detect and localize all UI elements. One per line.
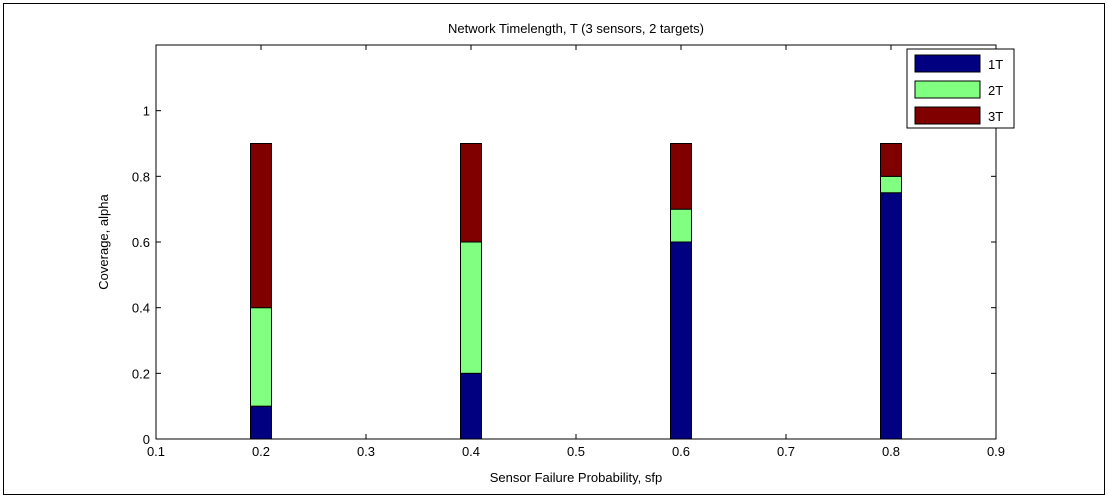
- y-tick-label: 0.8: [132, 169, 150, 184]
- bar-1T-0.2: [251, 406, 272, 439]
- x-tick-label: 0.6: [672, 444, 690, 459]
- legend-label-3T: 3T: [988, 109, 1003, 124]
- legend-swatch-2T: [915, 81, 980, 98]
- bar-1T-0.4: [461, 373, 482, 439]
- x-tick-label: 0.2: [252, 444, 270, 459]
- bar-3T-0.6: [671, 144, 692, 210]
- legend-label-1T: 1T: [988, 57, 1003, 72]
- bar-1T-0.8: [881, 193, 902, 439]
- legend-label-2T: 2T: [988, 83, 1003, 98]
- legend-swatch-1T: [915, 55, 980, 72]
- x-tick-label: 0.5: [567, 444, 585, 459]
- y-tick-label: 0: [143, 432, 150, 447]
- bar-3T-0.4: [461, 144, 482, 243]
- x-tick-label: 0.8: [882, 444, 900, 459]
- bar-2T-0.4: [461, 242, 482, 373]
- bar-2T-0.8: [881, 176, 902, 192]
- y-tick-label: 1: [143, 104, 150, 119]
- bar-2T-0.6: [671, 209, 692, 242]
- x-tick-label: 0.3: [357, 444, 375, 459]
- legend: 1T 2T 3T: [907, 49, 1014, 128]
- y-tick-label: 0.6: [132, 235, 150, 250]
- x-tick-label: 0.4: [462, 444, 480, 459]
- y-axis-label: Coverage, alpha: [96, 194, 111, 290]
- legend-swatch-3T: [915, 107, 980, 124]
- plot-area: [156, 45, 996, 439]
- bar-3T-0.8: [881, 144, 902, 177]
- y-tick-label: 0.4: [132, 301, 150, 316]
- x-tick-label: 0.9: [987, 444, 1005, 459]
- bar-1T-0.6: [671, 242, 692, 439]
- x-axis-label: Sensor Failure Probability, sfp: [490, 470, 662, 485]
- bar-2T-0.2: [251, 308, 272, 407]
- y-tick-label: 0.2: [132, 366, 150, 381]
- chart-title: Network Timelength, T (3 sensors, 2 targ…: [448, 21, 704, 36]
- bar-3T-0.2: [251, 144, 272, 308]
- x-tick-label: 0.7: [777, 444, 795, 459]
